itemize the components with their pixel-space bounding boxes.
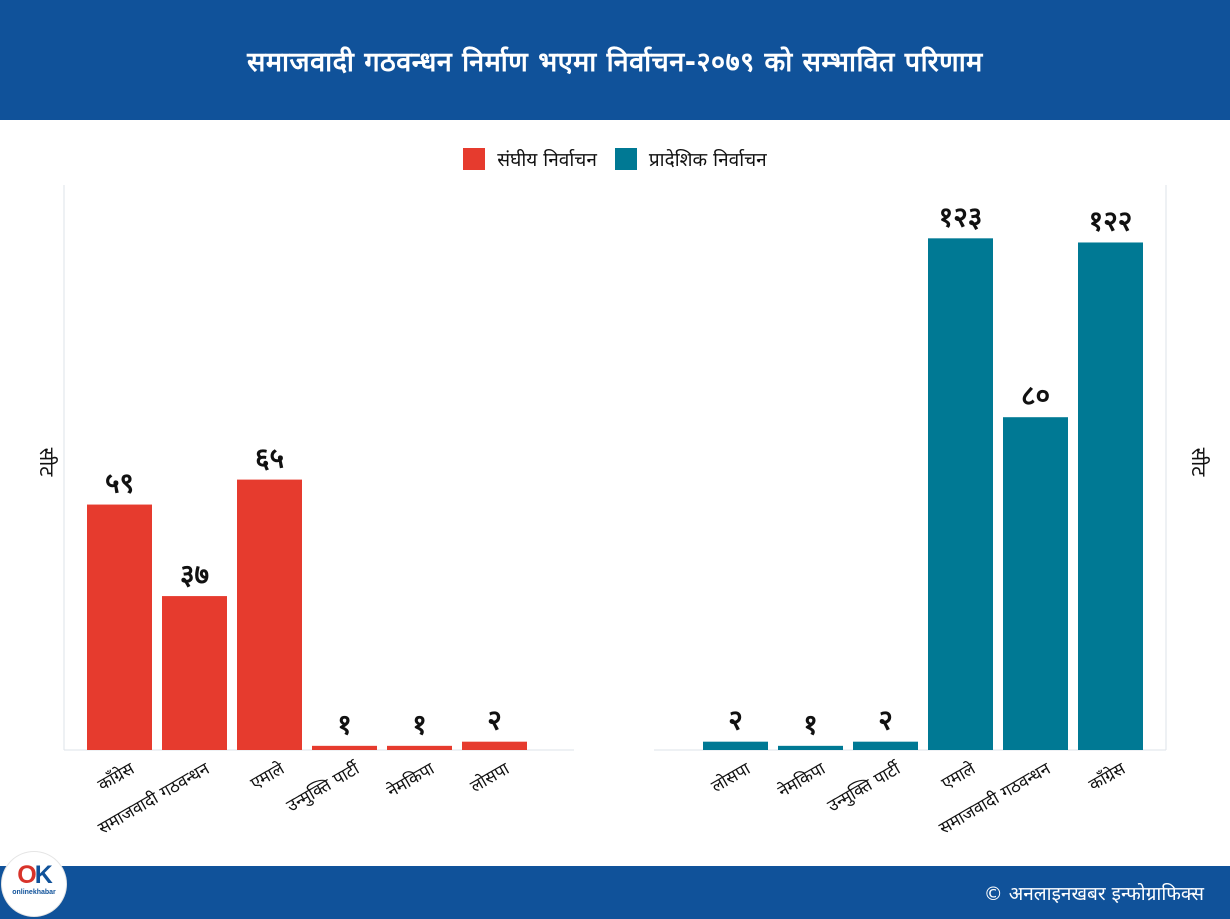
data-label-1-0: २ bbox=[728, 704, 743, 737]
data-label-1-5: १२२ bbox=[1089, 204, 1133, 237]
category-label-0-3: उन्मुक्ति पार्टी bbox=[283, 757, 365, 816]
legend-label-federal: संघीय निर्वाचन bbox=[497, 149, 597, 171]
logo-mark: OK bbox=[17, 861, 53, 889]
category-label-1-2: उन्मुक्ति पार्टी bbox=[824, 757, 906, 816]
bar-0-3 bbox=[312, 745, 377, 750]
data-label-1-1: १ bbox=[803, 708, 818, 741]
bar-1-5 bbox=[1078, 242, 1143, 751]
bar-0-0 bbox=[87, 504, 152, 750]
category-label-0-2: एमाले bbox=[247, 758, 289, 794]
legend-item-federal: संघीय निर्वाचन bbox=[463, 146, 597, 172]
bar-1-4 bbox=[1003, 417, 1068, 750]
legend-swatch-provincial bbox=[614, 148, 637, 170]
logo-subtext: onlinekhabar bbox=[12, 889, 56, 896]
bar-0-2 bbox=[237, 479, 302, 750]
category-label-0-0: काँग्रेस bbox=[94, 758, 138, 796]
category-label-1-1: नेमकिपा bbox=[774, 758, 829, 802]
bar-0-5 bbox=[462, 741, 527, 750]
bar-0-1 bbox=[162, 596, 227, 750]
bar-0-4 bbox=[387, 745, 452, 750]
y-axis-label-1: सीट bbox=[1187, 448, 1211, 478]
legend-swatch-federal bbox=[463, 148, 486, 170]
footer-bar: © अनलाइनखबर इन्फोग्राफिक्स bbox=[0, 866, 1230, 919]
data-label-0-1: ३७ bbox=[180, 558, 209, 591]
bar-1-0 bbox=[703, 741, 768, 750]
legend: संघीय निर्वाचन प्रादेशिक निर्वाचन bbox=[0, 146, 1230, 172]
data-label-0-2: ६५ bbox=[255, 442, 284, 475]
data-label-0-0: ५९ bbox=[105, 467, 134, 500]
category-label-0-4: नेमकिपा bbox=[383, 758, 438, 802]
bar-1-1 bbox=[778, 745, 843, 750]
data-label-0-5: २ bbox=[487, 704, 502, 737]
category-label-0-5: लोसपा bbox=[467, 758, 514, 797]
bar-1-2 bbox=[853, 741, 918, 750]
footer-credit: © अनलाइनखबर इन्फोग्राफिक्स bbox=[983, 883, 1204, 905]
bar-1-3 bbox=[928, 238, 993, 750]
data-label-1-2: २ bbox=[878, 704, 893, 737]
data-label-1-4: ८० bbox=[1021, 379, 1050, 412]
header-banner: समाजवादी गठवन्धन निर्माण भएमा निर्वाचन-२… bbox=[0, 0, 1230, 120]
data-label-0-4: १ bbox=[412, 708, 427, 741]
data-label-0-3: १ bbox=[337, 708, 352, 741]
category-label-1-0: लोसपा bbox=[708, 758, 755, 797]
onlinekhabar-logo: OK onlinekhabar bbox=[2, 852, 66, 916]
category-label-1-3: एमाले bbox=[938, 758, 980, 794]
y-axis-label-0: सीट bbox=[35, 448, 59, 478]
legend-item-provincial: प्रादेशिक निर्वाचन bbox=[614, 146, 767, 172]
data-label-1-3: १२३ bbox=[939, 200, 983, 233]
category-label-1-5: काँग्रेस bbox=[1085, 758, 1129, 796]
chart-title: समाजवादी गठवन्धन निर्माण भएमा निर्वाचन-२… bbox=[247, 46, 983, 78]
legend-label-provincial: प्रादेशिक निर्वाचन bbox=[648, 149, 767, 171]
